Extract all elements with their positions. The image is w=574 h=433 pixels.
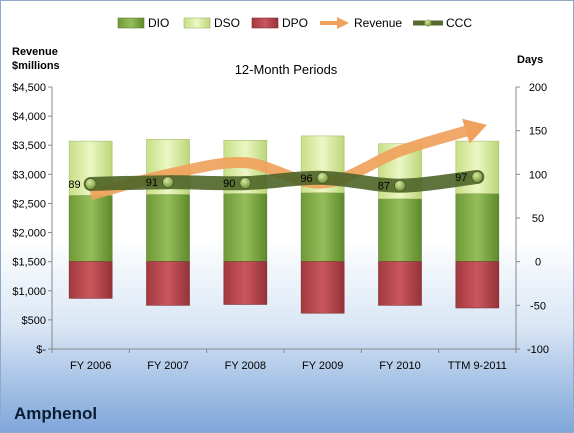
legend-revenue-arrow-icon <box>320 17 349 29</box>
ccc-data-label: 91 <box>146 177 158 189</box>
ccc-line <box>83 169 485 193</box>
left-tick-label: $- <box>36 344 46 356</box>
ccc-point <box>239 177 252 189</box>
bar-stacks <box>68 135 500 314</box>
left-tick-label: $2,000 <box>12 228 46 240</box>
chart-title: 12-Month Periods <box>235 62 338 77</box>
x-tick-label: FY 2008 <box>225 360 266 372</box>
x-tick-label: FY 2007 <box>147 360 188 372</box>
bar-dio <box>146 194 190 262</box>
right-axis-title: Days <box>517 54 543 66</box>
left-axis-title-line2: $millions <box>12 60 60 72</box>
right-tick-label: -50 <box>530 300 546 312</box>
ccc-point <box>316 172 329 184</box>
bar-dpo <box>223 261 268 305</box>
left-tick-label: $500 <box>22 315 46 327</box>
bar-dio <box>223 193 268 262</box>
right-tick-label: 100 <box>529 169 547 181</box>
left-tick-label: $4,500 <box>12 82 46 94</box>
left-tick-label: $1,500 <box>12 257 46 269</box>
axes: $- $500 $1,000 $1,500 $2,000 $2,500 $3,000 $3,5… <box>12 82 549 372</box>
legend-label-ccc: CCC <box>446 16 472 30</box>
ccc-point <box>471 171 484 183</box>
bar-dpo <box>378 261 422 306</box>
bar-dpo <box>455 261 500 309</box>
x-tick-label: FY 2009 <box>302 360 343 372</box>
left-axis-title-line1: Revenue <box>12 46 58 58</box>
legend-ccc-line-icon <box>413 19 443 27</box>
company-name: Amphenol <box>14 404 98 423</box>
revenue-arrowhead <box>462 118 487 144</box>
bar-dio <box>378 198 422 262</box>
bar-dio <box>455 193 500 262</box>
right-tick-label: 200 <box>529 82 547 94</box>
legend-label-dpo: DPO <box>282 16 308 30</box>
ccc-point <box>162 176 174 188</box>
ccc-data-label: 97 <box>455 172 467 184</box>
ccc-data-label: 89 <box>68 179 80 191</box>
right-tick-label: 50 <box>532 213 544 225</box>
ccc-data-label: 90 <box>223 178 235 190</box>
left-tick-label: $3,000 <box>12 169 46 181</box>
right-tick-label: 150 <box>529 126 547 138</box>
legend-label-dso: DSO <box>214 16 240 30</box>
bar-dio <box>68 194 113 262</box>
right-tick-label: 0 <box>535 257 541 269</box>
legend: DIO DSO DPO Revenue CCC <box>117 16 472 30</box>
bar-dpo <box>146 261 190 306</box>
x-tick-label: FY 2006 <box>70 360 111 372</box>
legend-label-dio: DIO <box>148 16 169 30</box>
bar-dpo <box>300 261 345 314</box>
x-tick-label: FY 2010 <box>379 360 420 372</box>
left-tick-label: $2,500 <box>12 198 46 210</box>
ccc-series: 89 91 90 96 87 97 <box>68 169 485 193</box>
ccc-data-label: 87 <box>378 181 390 193</box>
ccc-data-label: 96 <box>300 173 312 185</box>
left-tick-label: $3,500 <box>12 140 46 152</box>
legend-label-revenue: Revenue <box>354 16 402 30</box>
x-tick-label: TTM 9-2011 <box>448 360 507 372</box>
left-tick-label: $4,000 <box>12 111 46 123</box>
ccc-point <box>84 178 97 190</box>
bar-dio <box>300 192 345 262</box>
ccc-point <box>394 179 406 192</box>
right-tick-label: -100 <box>527 344 549 356</box>
left-tick-label: $1,000 <box>12 286 46 298</box>
bar-dpo <box>68 261 113 299</box>
